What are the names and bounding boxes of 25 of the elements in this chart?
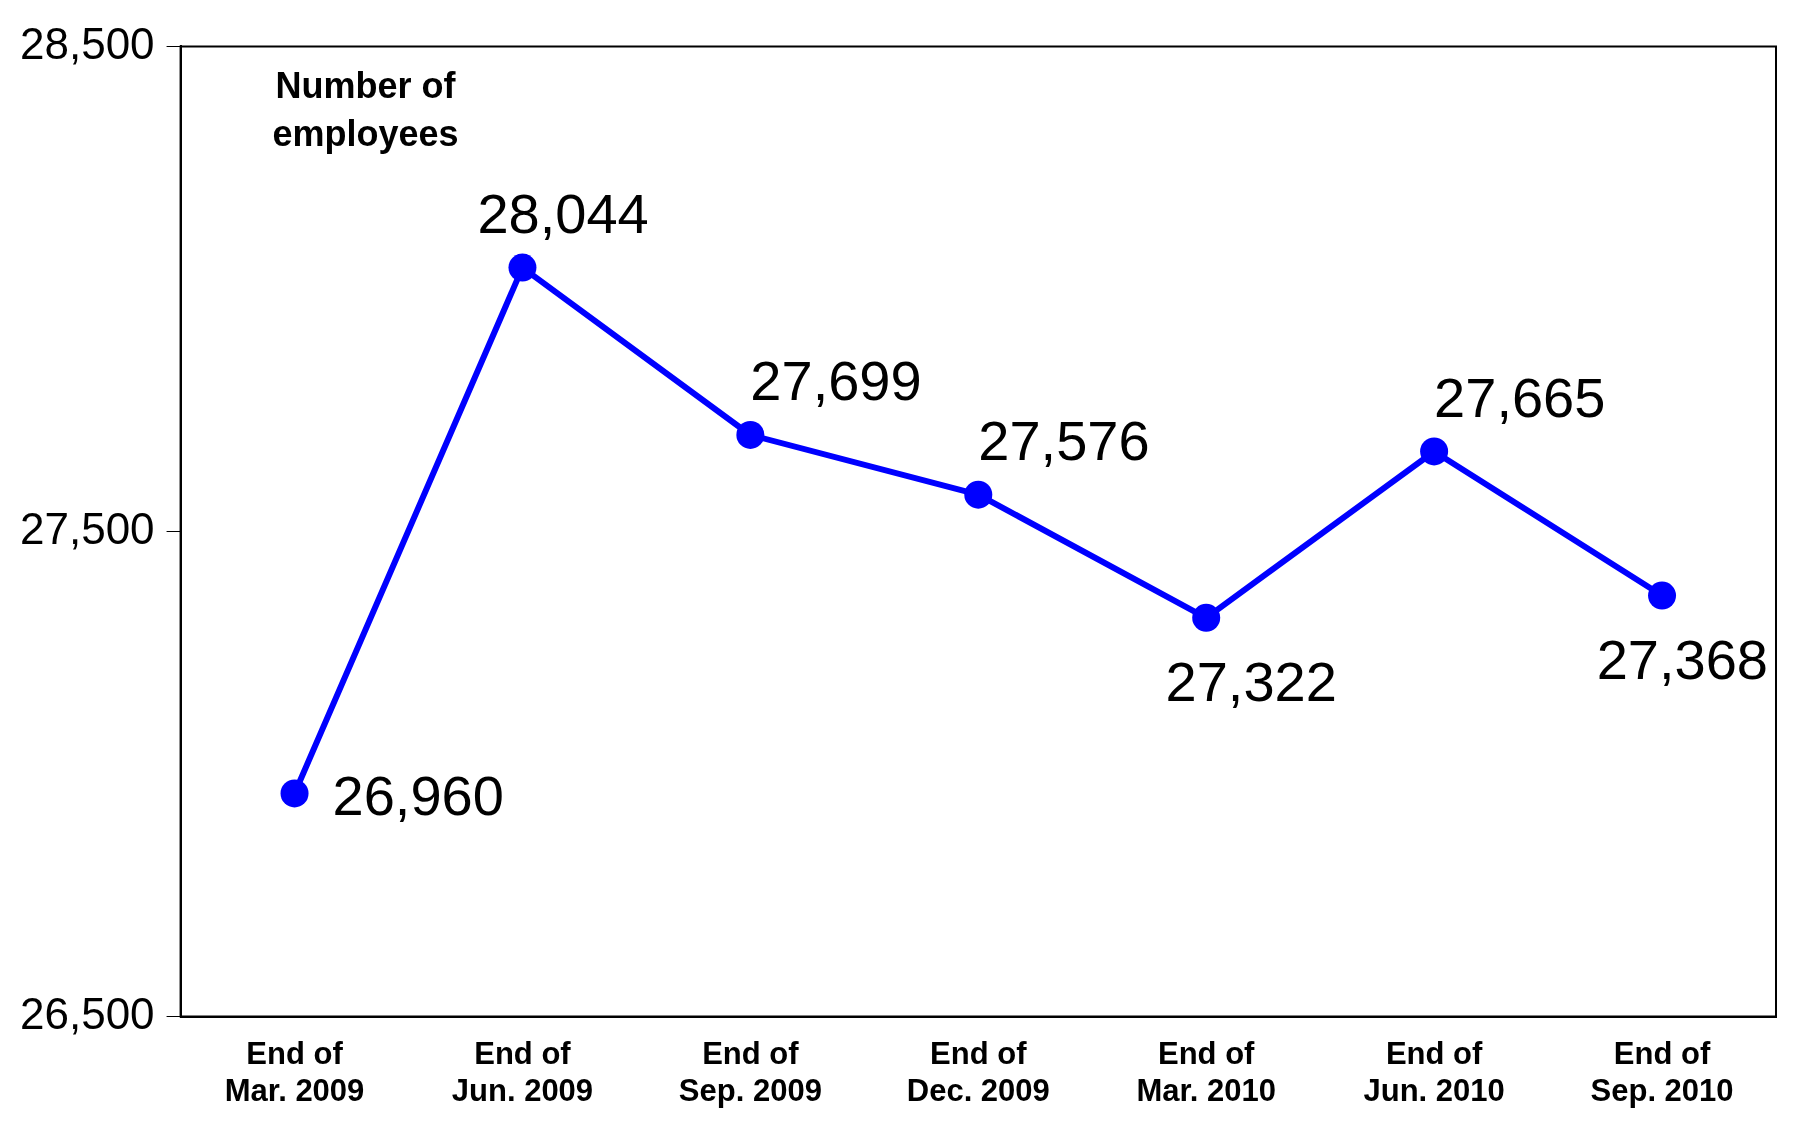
data-label: 27,322	[1165, 650, 1337, 714]
point	[964, 480, 993, 509]
point	[1192, 603, 1221, 632]
x-tick-label: End of Jun. 2009	[451, 1035, 594, 1108]
point	[736, 420, 765, 449]
point	[1648, 581, 1677, 610]
y-tick-label: 28,500	[20, 18, 155, 68]
data-label: 28,044	[477, 182, 649, 246]
point	[508, 253, 537, 282]
y-axis-title: Number of employees	[272, 65, 459, 155]
x-tick-label: End of Sep. 2010	[1590, 1035, 1734, 1108]
x-tick-label: End of Mar. 2010	[1136, 1035, 1277, 1108]
y-tick-label: 27,500	[20, 503, 155, 553]
point	[1420, 437, 1449, 466]
x-tick-label: End of Jun. 2010	[1363, 1035, 1505, 1108]
point	[280, 779, 309, 808]
data-label: 27,665	[1434, 365, 1606, 429]
x-tick-label: End of Sep. 2009	[678, 1035, 822, 1108]
y-tick-label: 26,500	[20, 988, 155, 1038]
x-tick-label: End of Mar. 2009	[224, 1035, 365, 1108]
data-label: 27,699	[750, 349, 922, 413]
data-label: 27,576	[978, 409, 1150, 473]
data-label: 27,368	[1596, 627, 1768, 691]
data-label: 26,960	[332, 763, 504, 827]
x-tick-label: End of Dec. 2009	[906, 1035, 1050, 1108]
